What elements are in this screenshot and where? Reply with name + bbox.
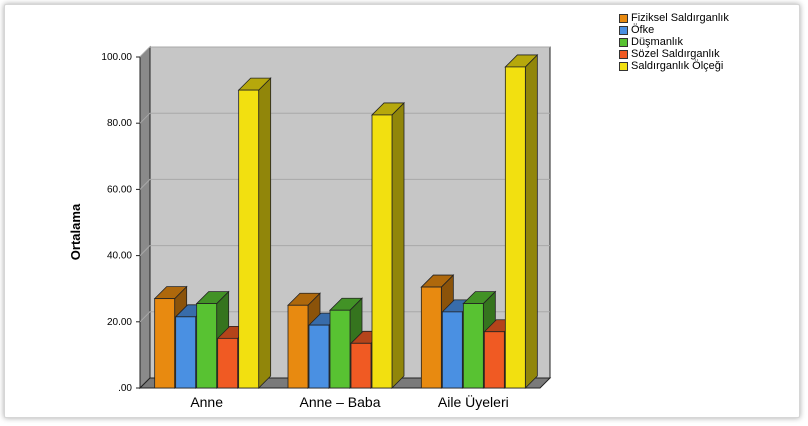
bar-front (175, 316, 197, 389)
y-tick-label: 80.00 (107, 118, 132, 129)
y-tick-label: .00 (118, 383, 132, 394)
bar-front (196, 303, 218, 389)
bar-front (504, 66, 526, 389)
y-axis-label: Ortalama (68, 203, 83, 260)
legend-swatch (619, 37, 628, 47)
bar-front (420, 286, 442, 389)
bar-front (350, 342, 372, 389)
bar-front (287, 304, 309, 389)
y-tick-label: 60.00 (107, 184, 132, 195)
bar-front (238, 89, 260, 389)
grid-line (139, 46, 550, 58)
grid-line (139, 178, 550, 190)
bar (504, 53, 539, 389)
legend-label: Düşmanlık (631, 36, 683, 48)
legend-swatch (619, 61, 628, 71)
legend-label: Saldırganlık Ölçeği (631, 60, 724, 72)
bar (237, 77, 272, 389)
legend-item-fiziksel: Fiziksel Saldırganlık (619, 12, 729, 24)
legend-label: Öfke (631, 24, 655, 36)
legend: Fiziksel Saldırganlık Öfke Düşmanlık Söz… (619, 12, 729, 72)
legend-item-sozel: Sözel Saldırganlık (619, 48, 729, 60)
bar (371, 101, 405, 389)
legend-label: Sözel Saldırganlık (631, 48, 720, 60)
x-tick-label: Aile Üyeleri (438, 393, 509, 410)
bar-side (391, 101, 405, 389)
y-tick-label: 20.00 (107, 317, 132, 328)
legend-label: Fiziksel Saldırganlık (631, 12, 729, 24)
bar-front (462, 303, 484, 389)
bar-front (371, 114, 393, 389)
legend-swatch (619, 25, 628, 35)
legend-swatch (619, 49, 628, 59)
bar-front (154, 298, 176, 389)
bar-front (217, 337, 239, 389)
bar-front (483, 331, 505, 389)
grid-line (139, 245, 550, 256)
grid-line (139, 311, 550, 323)
grid-line (139, 112, 550, 124)
legend-item-olcek: Saldırganlık Ölçeği (619, 60, 729, 72)
bar-front (329, 309, 351, 389)
bar-side (524, 53, 538, 389)
legend-item-ofke: Öfke (619, 24, 729, 36)
x-tick-label: Anne – Baba (300, 394, 381, 410)
y-tick-label: 100.00 (101, 52, 132, 63)
bar-front (441, 311, 463, 389)
plot-left-wall (139, 45, 151, 390)
y-tick-label: 40.00 (107, 251, 132, 262)
legend-item-dusmanlik: Düşmanlık (619, 36, 729, 48)
bar-side (258, 77, 272, 389)
x-tick-label: Anne (190, 394, 223, 410)
legend-swatch (619, 13, 628, 23)
bar-front (308, 324, 330, 389)
